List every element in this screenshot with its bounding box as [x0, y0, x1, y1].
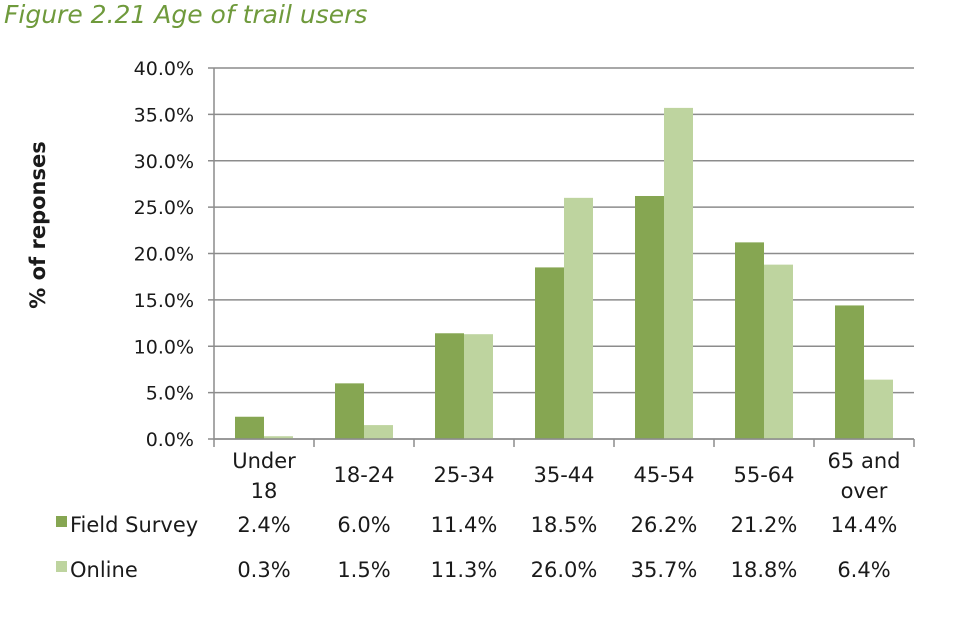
- x-category-label: over: [841, 479, 888, 503]
- y-tick-label: 25.0%: [134, 197, 194, 219]
- data-table-value: 18.5%: [531, 513, 598, 537]
- bar-online: [564, 197, 593, 439]
- bar-field-survey: [335, 383, 364, 439]
- bar-field-survey: [535, 267, 564, 439]
- data-table-value: 1.5%: [337, 558, 390, 582]
- legend-key: [56, 561, 67, 572]
- y-tick-label: 30.0%: [134, 151, 194, 173]
- y-tick-label: 0.0%: [146, 429, 194, 451]
- bar-online: [864, 379, 893, 439]
- bar-online: [264, 436, 293, 439]
- bar-field-survey: [635, 195, 664, 439]
- bar-field-survey: [735, 242, 764, 439]
- data-table-value: 2.4%: [237, 513, 290, 537]
- x-category-label: 25-34: [433, 463, 494, 487]
- y-tick-label: 20.0%: [134, 244, 194, 266]
- x-category-label: 65 and: [828, 449, 901, 473]
- x-category-label: 18-24: [333, 463, 394, 487]
- x-category-label: 55-64: [733, 463, 794, 487]
- y-tick-label: 35.0%: [134, 104, 194, 126]
- legend-key: [56, 516, 67, 527]
- data-table-value: 11.4%: [431, 513, 498, 537]
- data-table-value: 6.4%: [837, 558, 890, 582]
- legend-label: Online: [70, 558, 138, 582]
- x-category-label: 35-44: [533, 463, 594, 487]
- y-tick-label: 10.0%: [134, 336, 194, 358]
- y-tick-label: 15.0%: [134, 290, 194, 312]
- data-table-value: 21.2%: [731, 513, 798, 537]
- bar-online: [764, 264, 793, 439]
- bar-online: [364, 425, 393, 439]
- legend-label: Field Survey: [70, 513, 198, 537]
- bar-field-survey: [235, 416, 264, 439]
- data-table-value: 18.8%: [731, 558, 798, 582]
- figure-title: Figure 2.21 Age of trail users: [4, 0, 368, 29]
- data-table-value: 0.3%: [237, 558, 290, 582]
- data-table-value: 6.0%: [337, 513, 390, 537]
- bar-field-survey: [435, 333, 464, 439]
- y-tick-label: 40.0%: [134, 58, 194, 80]
- x-category-label: 18: [251, 479, 278, 503]
- bar-online: [664, 107, 693, 439]
- x-category-label: 45-54: [633, 463, 694, 487]
- data-table-value: 26.0%: [531, 558, 598, 582]
- data-table-value: 35.7%: [631, 558, 698, 582]
- bar-online: [464, 334, 493, 439]
- bar-field-survey: [835, 305, 864, 439]
- data-table-value: 14.4%: [831, 513, 898, 537]
- data-table-value: 26.2%: [631, 513, 698, 537]
- x-category-label: Under: [232, 449, 296, 473]
- data-table-value: 11.3%: [431, 558, 498, 582]
- y-tick-label: 5.0%: [146, 383, 194, 405]
